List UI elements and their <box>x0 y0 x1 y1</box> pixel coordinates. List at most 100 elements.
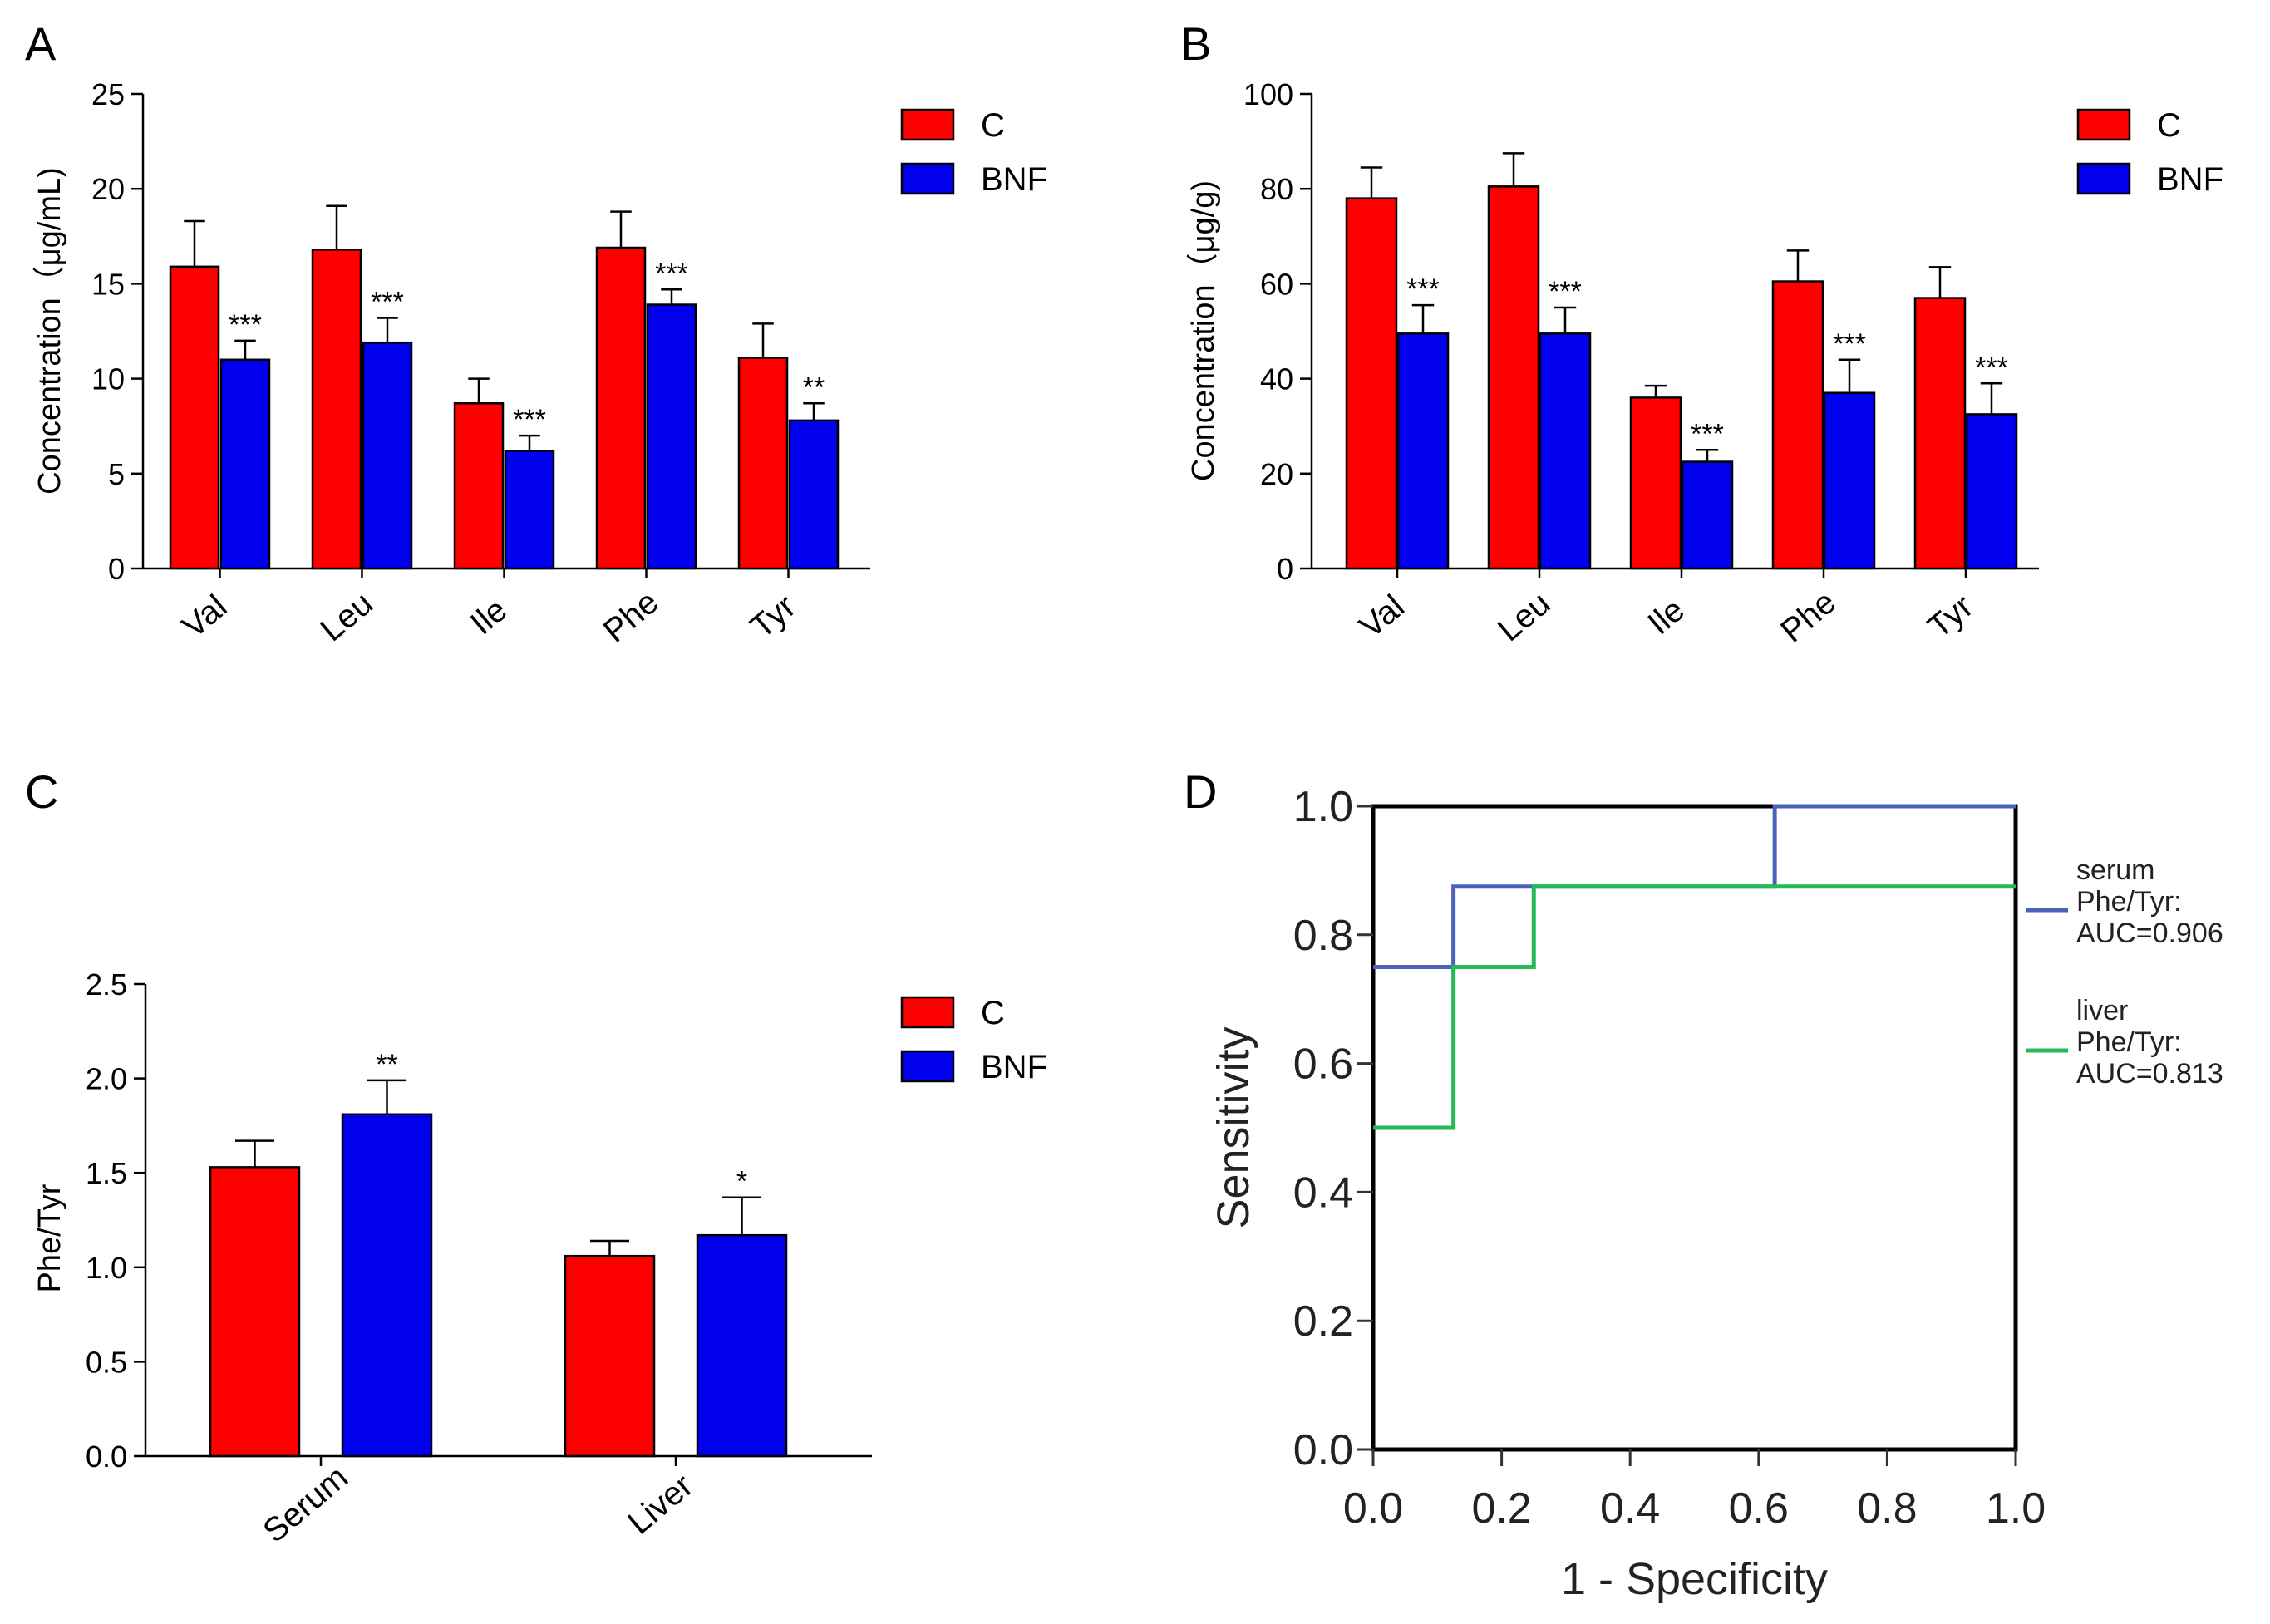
bar-c-leu <box>311 249 362 570</box>
legend-label-c: C <box>981 995 1005 1031</box>
y-tick-label: 25 <box>91 77 125 111</box>
significance-label: *** <box>1549 276 1582 308</box>
y-tick-label: 0.6 <box>1293 1041 1353 1089</box>
bar-bnf-tyr <box>1965 413 2018 570</box>
bar-bnf-leu <box>362 341 413 570</box>
bar-c-ile <box>1629 396 1682 570</box>
category-label-serum: Serum <box>256 1459 355 1549</box>
bar-c-val <box>1345 197 1398 570</box>
significance-label: *** <box>1975 352 2008 383</box>
x-tick-label: 0.0 <box>1343 1484 1403 1533</box>
panel-label-a: A <box>25 17 57 70</box>
bar-c-liver <box>564 1254 656 1458</box>
legend-swatch-bnf <box>2076 162 2131 195</box>
legend-label-bnf: BNF <box>981 161 1047 198</box>
bar-bnf-val <box>1396 332 1450 570</box>
bar-bnf-ile <box>1681 460 1734 570</box>
category-label-val: Val <box>175 588 234 646</box>
y-tick-label: 20 <box>1260 457 1293 491</box>
y-tick-label: 80 <box>1260 172 1293 206</box>
bar-c-val <box>169 265 220 570</box>
y-tick-label: 0 <box>1277 552 1293 586</box>
bar-c-phe <box>595 246 647 570</box>
x-axis-title: 1 - Specificity <box>1561 1554 1828 1604</box>
significance-label: *** <box>1406 273 1440 305</box>
y-tick-label: 0.0 <box>1293 1426 1353 1474</box>
y-axis-title: Phe/Tyr <box>32 1184 67 1292</box>
bar-c-leu <box>1487 185 1540 570</box>
bar-bnf-serum <box>341 1113 433 1458</box>
significance-label: * <box>736 1166 747 1198</box>
y-tick-label: 20 <box>91 172 125 206</box>
panel-b: B 0 20 40 60 80 100 Concentration（μg/g) *** Val **… <box>1180 17 2223 650</box>
significance-label: ** <box>376 1049 397 1080</box>
y-tick-label: 2.5 <box>86 967 127 1001</box>
y-tick-label: 2.0 <box>86 1062 127 1096</box>
y-tick-label: 100 <box>1243 77 1293 111</box>
category-label-leu: Leu <box>1491 585 1557 649</box>
y-tick-label: 60 <box>1260 267 1293 301</box>
bar-bnf-phe <box>1823 391 1876 570</box>
bar-c-tyr <box>737 357 789 570</box>
bar-bnf-leu <box>1539 332 1592 570</box>
y-tick-label: 1.0 <box>86 1251 127 1285</box>
legend-label-liver: AUC=0.813 <box>2076 1058 2223 1090</box>
significance-label: *** <box>655 258 688 289</box>
bar-bnf-liver <box>696 1233 788 1458</box>
y-tick-label: 1.5 <box>86 1156 127 1190</box>
y-tick-label: 0.4 <box>1293 1169 1353 1217</box>
x-tick-label: 0.8 <box>1857 1484 1917 1533</box>
legend-label-serum: AUC=0.906 <box>2076 918 2223 949</box>
y-tick-label: 40 <box>1260 362 1293 396</box>
panel-d: D 0.0 0.2 0.4 0.6 0.8 1.0 0.0 0.2 0.4 0.6 0.8 1.0 1 -… <box>1184 765 2223 1604</box>
y-tick-label: 1.0 <box>1293 783 1353 831</box>
y-axis-title: Sensitivity <box>1209 1026 1258 1228</box>
category-label-phe: Phe <box>1774 583 1843 649</box>
bar-bnf-ile <box>504 450 555 570</box>
legend-swatch-bnf <box>900 1050 955 1083</box>
y-tick-label: 5 <box>108 457 125 491</box>
category-label-tyr: Tyr <box>744 588 803 645</box>
legend-label-c: C <box>2157 107 2181 144</box>
category-label-leu: Leu <box>313 585 379 649</box>
plot-frame <box>1371 804 2018 1452</box>
legend-label-c: C <box>981 107 1005 144</box>
x-tick-label: 0.4 <box>1600 1484 1660 1533</box>
significance-label: ** <box>803 372 825 403</box>
legend-swatch-c <box>2076 108 2131 141</box>
roc-curve-liver <box>1373 884 2016 1130</box>
legend-label-bnf: BNF <box>2157 161 2223 198</box>
legend-swatch-c <box>900 108 955 141</box>
bar-c-ile <box>453 402 505 570</box>
y-tick-label: 0.0 <box>86 1439 127 1474</box>
y-axis-title: Concentration（μg/g) <box>1186 180 1221 481</box>
category-label-ile: Ile <box>1641 592 1691 642</box>
legend-swatch-c <box>900 996 955 1029</box>
bar-c-tyr <box>1913 297 1967 570</box>
y-tick-label: 0.2 <box>1293 1297 1353 1346</box>
y-tick-label: 0 <box>108 552 125 586</box>
significance-label: *** <box>1833 328 1866 360</box>
x-tick-label: 0.2 <box>1471 1484 1531 1533</box>
y-tick-label: 10 <box>91 362 125 396</box>
significance-label: *** <box>513 404 546 436</box>
bar-bnf-val <box>219 358 271 570</box>
legend-label-liver: liver <box>2076 995 2128 1026</box>
legend-label-serum: serum <box>2076 854 2154 886</box>
panel-label-c: C <box>25 765 58 818</box>
bar-bnf-phe <box>646 303 697 570</box>
significance-label: *** <box>371 287 404 318</box>
bar-bnf-tyr <box>788 419 840 570</box>
category-label-val: Val <box>1352 588 1411 646</box>
legend-label-serum: Phe/Tyr: <box>2076 886 2182 918</box>
y-tick-label: 15 <box>91 267 125 301</box>
category-label-phe: Phe <box>597 583 666 649</box>
bar-c-serum <box>209 1166 301 1458</box>
significance-label: *** <box>1691 418 1724 450</box>
x-tick-label: 1.0 <box>1986 1484 2046 1533</box>
category-label-tyr: Tyr <box>1921 588 1980 645</box>
panel-label-d: D <box>1184 765 1217 818</box>
y-axis-title: Concentration（μg/mL) <box>32 167 67 495</box>
